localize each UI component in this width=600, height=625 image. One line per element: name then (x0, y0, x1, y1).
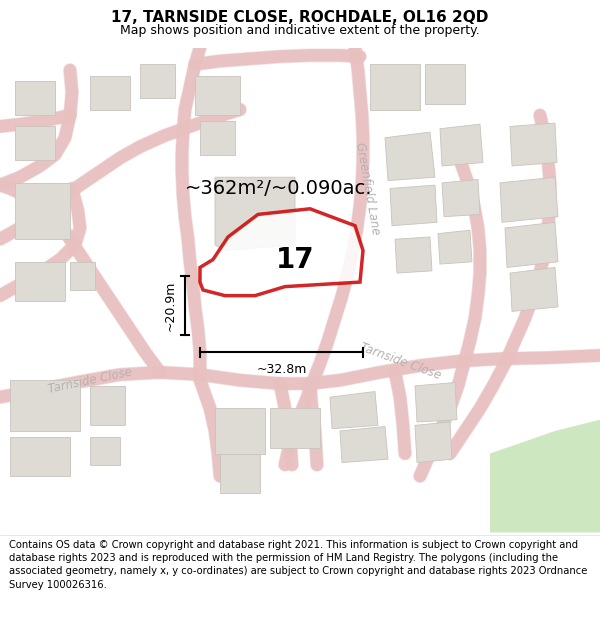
Text: Map shows position and indicative extent of the property.: Map shows position and indicative extent… (120, 24, 480, 37)
Polygon shape (438, 230, 472, 264)
Polygon shape (90, 76, 130, 109)
Polygon shape (425, 64, 465, 104)
Polygon shape (490, 420, 600, 532)
Polygon shape (395, 237, 432, 273)
Polygon shape (440, 124, 483, 166)
Text: 17: 17 (275, 246, 314, 274)
Polygon shape (340, 426, 388, 462)
Polygon shape (70, 262, 95, 290)
Text: Tarnside Close: Tarnside Close (358, 341, 442, 382)
Polygon shape (10, 380, 80, 431)
Polygon shape (510, 123, 557, 166)
Polygon shape (200, 209, 363, 296)
Polygon shape (505, 222, 558, 268)
Text: Tarnside Close: Tarnside Close (47, 365, 133, 396)
Polygon shape (15, 81, 55, 115)
Polygon shape (195, 76, 240, 115)
Text: 17, TARNSIDE CLOSE, ROCHDALE, OL16 2QD: 17, TARNSIDE CLOSE, ROCHDALE, OL16 2QD (112, 9, 488, 24)
Polygon shape (140, 64, 175, 98)
Polygon shape (415, 382, 457, 422)
Text: ~20.9m: ~20.9m (164, 281, 177, 331)
Polygon shape (370, 64, 420, 109)
Text: Greenfield Lane: Greenfield Lane (353, 141, 383, 236)
Polygon shape (15, 183, 70, 239)
Polygon shape (415, 422, 452, 462)
Polygon shape (330, 391, 378, 429)
Polygon shape (385, 132, 435, 181)
Polygon shape (90, 386, 125, 426)
Text: ~32.8m: ~32.8m (256, 363, 307, 376)
Polygon shape (15, 126, 55, 160)
Polygon shape (215, 177, 295, 251)
Polygon shape (215, 408, 265, 454)
Polygon shape (200, 121, 235, 154)
Polygon shape (15, 262, 65, 301)
Polygon shape (500, 177, 558, 222)
Polygon shape (10, 437, 70, 476)
Polygon shape (390, 185, 437, 226)
Polygon shape (510, 268, 558, 311)
Polygon shape (90, 437, 120, 465)
Text: Contains OS data © Crown copyright and database right 2021. This information is : Contains OS data © Crown copyright and d… (9, 540, 587, 589)
Polygon shape (270, 408, 320, 448)
Polygon shape (442, 179, 480, 217)
Text: ~362m²/~0.090ac.: ~362m²/~0.090ac. (185, 179, 373, 198)
Polygon shape (220, 454, 260, 493)
